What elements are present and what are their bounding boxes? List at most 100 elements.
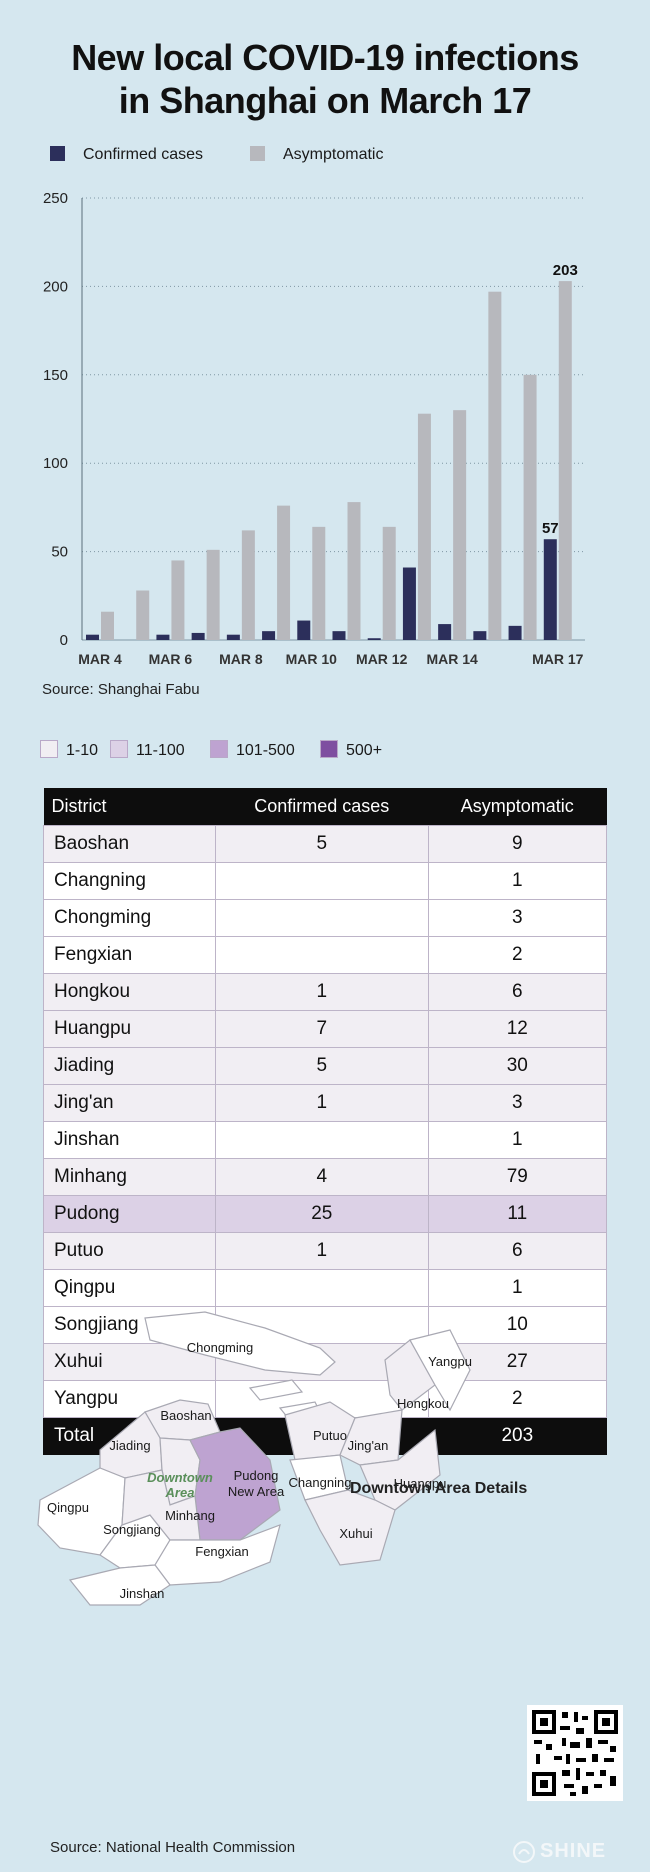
confirmed-cell <box>215 1269 429 1307</box>
bar-confirmed <box>508 625 522 640</box>
bar-confirmed <box>438 624 452 640</box>
asymptomatic-cell: 79 <box>427 1158 608 1196</box>
bar-confirmed <box>402 567 416 640</box>
bar-asymptomatic <box>453 410 467 640</box>
y-tick-label: 100 <box>43 455 68 472</box>
confirmed-cell <box>215 899 429 937</box>
district-cell: Pudong <box>43 1195 216 1233</box>
map-label: Fengxian <box>195 1544 248 1559</box>
bar-confirmed <box>86 634 99 640</box>
confirmed-cell: 5 <box>215 825 429 863</box>
district-cell: Putuo <box>43 1232 216 1270</box>
map-label: Baoshan <box>160 1408 211 1423</box>
legend-swatch-confirmed <box>50 146 65 161</box>
confirmed-cell: 1 <box>215 1084 429 1122</box>
x-tick-label: MAR 4 <box>78 651 122 667</box>
legend-label-asymptomatic: Asymptomatic <box>283 146 384 163</box>
tier-label-2: 11-100 <box>136 742 185 759</box>
tier-swatch-3 <box>210 740 228 758</box>
table-row: Changning 1 <box>43 862 608 900</box>
table-row: Jinshan 1 <box>43 1121 608 1159</box>
table-row: Huangpu 7 12 <box>43 1010 608 1048</box>
legend-label-confirmed: Confirmed cases <box>83 146 204 163</box>
y-tick-label: 200 <box>43 278 68 295</box>
asymptomatic-cell: 10 <box>427 1306 608 1344</box>
title-line-1: New local COVID-19 infections <box>71 37 579 78</box>
x-tick-label: MAR 14 <box>426 651 478 667</box>
bar-confirmed <box>297 620 311 640</box>
qr-code <box>527 1705 623 1801</box>
map-label: Huangpu <box>394 1476 447 1491</box>
asymptomatic-cell: 3 <box>427 899 608 937</box>
asymptomatic-cell: 11 <box>427 1195 608 1233</box>
asymptomatic-cell: 3 <box>427 1084 608 1122</box>
map-label: Hongkou <box>397 1396 449 1411</box>
bar-asymptomatic <box>382 526 396 640</box>
map-label: Qingpu <box>47 1500 89 1515</box>
bar-asymptomatic <box>312 526 326 640</box>
map-label: New Area <box>228 1484 285 1499</box>
chart-source: Source: Shanghai Fabu <box>42 681 200 698</box>
table-row: Qingpu 1 <box>43 1269 608 1307</box>
data-label: 57 <box>542 520 559 537</box>
data-label: 203 <box>553 262 578 279</box>
confirmed-cell: 25 <box>215 1195 429 1233</box>
district-cell: Jiading <box>43 1047 216 1085</box>
tier-legend-item-4: 500+ <box>320 740 382 760</box>
confirmed-cell <box>215 1121 429 1159</box>
asymptomatic-cell: 12 <box>427 1010 608 1048</box>
confirmed-cell <box>215 862 429 900</box>
bar-asymptomatic <box>558 281 572 640</box>
bar-confirmed <box>543 539 557 640</box>
confirmed-cell <box>215 936 429 974</box>
bar-asymptomatic <box>347 502 361 640</box>
bar-asymptomatic <box>136 590 150 640</box>
y-tick-label: 50 <box>51 544 68 561</box>
fengxian-district <box>154 1524 281 1586</box>
asymptomatic-cell: 30 <box>427 1047 608 1085</box>
title-line-2: in Shanghai on March 17 <box>118 80 532 121</box>
bar-confirmed <box>191 632 205 640</box>
header-asymptomatic: Asymptomatic <box>428 788 607 826</box>
district-cell: Baoshan <box>43 825 216 863</box>
confirmed-cell: 5 <box>215 1047 429 1085</box>
map-label: Pudong <box>234 1468 279 1483</box>
x-tick-label: MAR 8 <box>219 651 263 667</box>
bar-confirmed <box>473 631 487 640</box>
asymptomatic-cell: 9 <box>427 825 608 863</box>
tier-label-3: 101-500 <box>236 742 295 759</box>
y-tick-label: 0 <box>60 632 68 649</box>
confirmed-cell: 4 <box>215 1158 429 1196</box>
confirmed-cell: 7 <box>215 1010 429 1048</box>
tier-swatch-1 <box>40 740 58 758</box>
legend-item-asymptomatic: Asymptomatic <box>250 146 383 164</box>
qr-code-icon <box>532 1710 618 1796</box>
map-label: Songjiang <box>103 1522 161 1537</box>
district-cell: Yangpu <box>43 1380 216 1418</box>
district-cell: Chongming <box>43 899 216 937</box>
map-label: Chongming <box>187 1340 254 1355</box>
table-row: Minhang 4 79 <box>43 1158 608 1196</box>
tier-swatch-2 <box>110 740 128 758</box>
map-label: Jiading <box>109 1438 150 1453</box>
asymptomatic-cell: 2 <box>427 1380 608 1418</box>
bar-confirmed <box>332 631 346 640</box>
map-label: Minhang <box>165 1508 215 1523</box>
x-tick-label: MAR 12 <box>356 651 408 667</box>
bar-confirmed <box>367 638 381 640</box>
district-cell: Huangpu <box>43 1010 216 1048</box>
table-row: Chongming 3 <box>43 899 608 937</box>
district-cell: Changning <box>43 862 216 900</box>
bar-asymptomatic <box>488 291 502 640</box>
legend-swatch-asymptomatic <box>250 146 265 161</box>
map-label: Jing'an <box>348 1438 389 1453</box>
bar-chart: 0 50 100 150 200 250 MAR 4 MAR 6 MAR 8 MAR 10 MAR … <box>43 190 585 667</box>
x-tick-label: MAR 17 <box>532 651 584 667</box>
table-row: Fengxian 2 <box>43 936 608 974</box>
table-row: Baoshan 5 9 <box>43 825 608 863</box>
bar-asymptomatic <box>417 413 431 640</box>
map-label: Downtown <box>147 1470 213 1485</box>
asymptomatic-cell: 2 <box>427 936 608 974</box>
table-header-row: District Confirmed cases Asymptomatic <box>43 788 607 826</box>
bar-confirmed <box>226 634 240 640</box>
